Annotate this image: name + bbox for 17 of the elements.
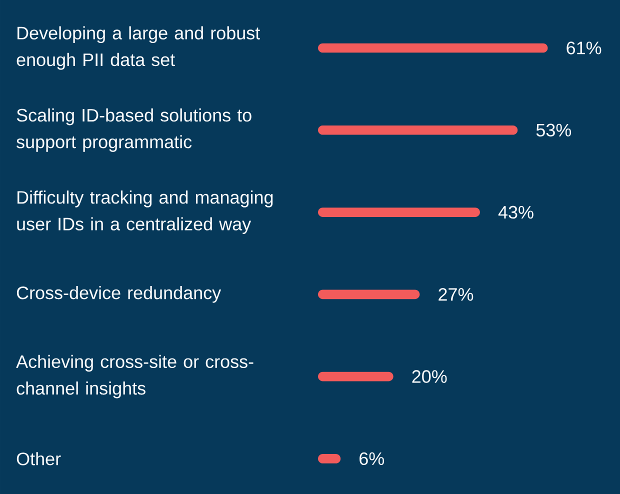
y-tick-label: Scaling ID-based solutions to support programmatic [16, 108, 252, 152]
bar [318, 290, 420, 300]
y-tick-label: Cross-device redundancy [16, 286, 222, 303]
bar [318, 125, 518, 135]
y-tick-label: Difficulty tracking and managing user IDs in a centralized way [17, 190, 273, 234]
data-label: 20% [412, 370, 447, 383]
data-label: 61% [566, 42, 602, 54]
data-label: 43% [498, 206, 534, 219]
y-tick-label: Achieving cross-site or cross-channel insights [16, 354, 254, 398]
y-tick-label: Developing a large and robust enough PII data set [16, 26, 260, 70]
bar [318, 43, 548, 53]
bar [318, 372, 394, 382]
data-label: 53% [536, 124, 572, 136]
data-label: 6% [360, 452, 384, 466]
y-tick-label: Other [16, 452, 61, 466]
bar [318, 208, 480, 217]
data-label: 27% [438, 288, 474, 301]
